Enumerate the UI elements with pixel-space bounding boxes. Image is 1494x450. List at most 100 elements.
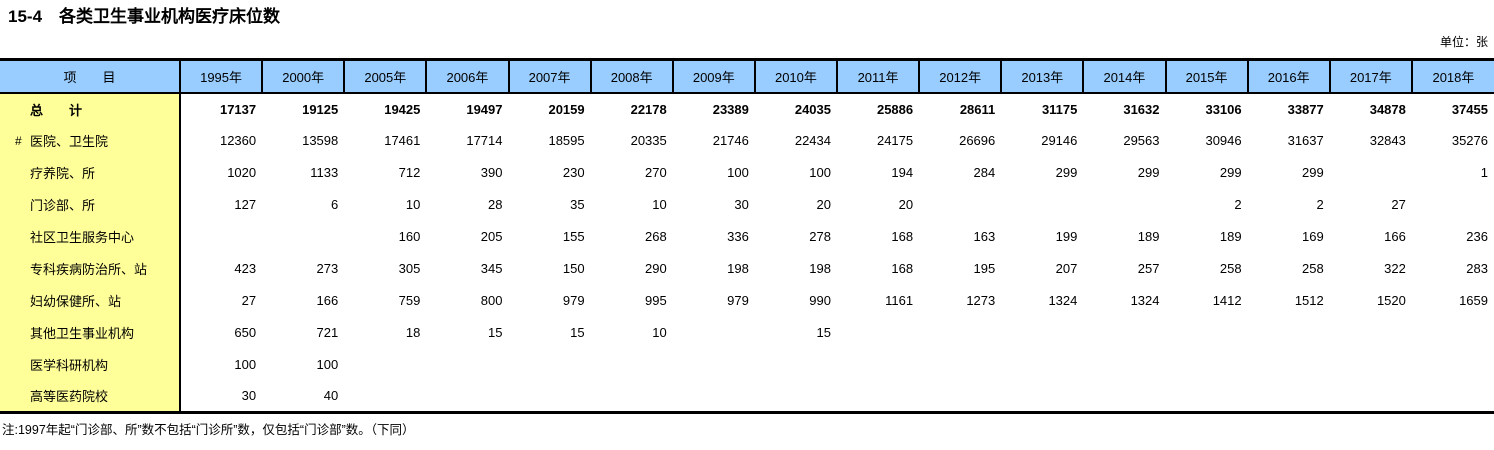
value-cell: 29146 <box>1041 133 1078 148</box>
value-cell <box>919 317 1001 349</box>
page-title: 15-4 各类卫生事业机构医疗床位数 <box>8 7 281 26</box>
value-cell: 198 <box>727 261 749 276</box>
value-cell: 1133 <box>310 165 339 180</box>
value-cell: 19425 <box>384 101 421 117</box>
column-header-year: 2011年 <box>835 59 920 94</box>
row-label-cell: 医学科研机构 <box>0 348 181 381</box>
value-cell: 100 <box>316 357 339 372</box>
value-cell: 100 <box>727 165 749 180</box>
value-cell: 155 <box>562 229 585 244</box>
value-cell: 1412 <box>1212 293 1242 308</box>
column-header-year: 2013年 <box>1000 59 1084 94</box>
value-cell: 17461 <box>384 133 421 148</box>
row-label: 妇幼保健所、站 <box>30 294 122 309</box>
value-cell: 30946 <box>1205 133 1242 148</box>
value-cell: 166 <box>1384 229 1406 244</box>
value-cell: 712 <box>398 165 421 180</box>
table-row: 妇幼保健所、站 27 166 759 800 979 995 979 990 1161 1273 13… <box>0 284 1494 317</box>
stat-table: 项 目 1995年 2000年 2005年 2006年 2007年 2008年 2009年 2… <box>0 58 1494 414</box>
value-cell: 423 <box>234 261 257 276</box>
value-cell: 990 <box>809 293 831 308</box>
value-cell: 995 <box>645 293 667 308</box>
column-header-year: 2010年 <box>753 59 837 94</box>
value-cell: 979 <box>727 293 749 308</box>
value-cell: 26696 <box>959 133 996 148</box>
value-cell: 2 <box>1316 197 1324 212</box>
row-label-cell: 社区卫生服务中心 <box>0 220 181 253</box>
value-cell: 30 <box>734 197 749 212</box>
value-cell: 1324 <box>1048 293 1078 308</box>
value-cell: 1 <box>1480 165 1488 180</box>
value-cell: 19125 <box>302 101 339 117</box>
value-cell: 6 <box>331 197 339 212</box>
value-cell: 299 <box>1219 165 1242 180</box>
value-cell <box>1166 317 1248 349</box>
value-cell: 299 <box>1055 165 1078 180</box>
value-cell: 322 <box>1384 261 1406 276</box>
footnote: 注:1997年起“门诊部、所”数不包括“门诊所”数，仅包括“门诊部”数。（下同） <box>2 423 415 437</box>
value-cell: 31632 <box>1123 101 1160 117</box>
value-cell: 22434 <box>794 133 831 148</box>
value-cell <box>1412 189 1494 221</box>
value-cell: 127 <box>234 197 257 212</box>
value-cell: 15 <box>570 325 585 340</box>
value-cell: 40 <box>323 388 339 404</box>
value-cell: 336 <box>727 229 749 244</box>
table-row: 总 计 17137 19125 19425 19497 20159 22178 23389 24… <box>0 92 1494 125</box>
row-label-cell: 高等医药院校 <box>0 380 181 413</box>
value-cell: 10 <box>652 325 667 340</box>
value-cell <box>1330 381 1412 413</box>
value-cell: 345 <box>480 261 503 276</box>
column-header-year: 2005年 <box>343 59 427 94</box>
value-cell: 33877 <box>1287 101 1324 117</box>
row-label-cell: 专科疾病防治所、站 <box>0 252 181 285</box>
column-header-year: 2018年 <box>1410 59 1494 94</box>
column-header-year: 1995年 <box>178 59 263 94</box>
value-cell: 257 <box>1137 261 1160 276</box>
value-cell <box>919 349 1001 381</box>
value-cell: 163 <box>973 229 996 244</box>
value-cell <box>262 221 344 253</box>
column-header-year: 2009年 <box>671 59 755 94</box>
row-label-cell: 其他卫生事业机构 <box>0 316 181 349</box>
value-cell <box>673 381 755 413</box>
column-header-year: 2000年 <box>261 59 345 94</box>
value-cell: 10 <box>405 197 421 212</box>
value-cell <box>426 349 508 381</box>
value-cell: 650 <box>234 325 257 340</box>
table-row: 专科疾病防治所、站 423 273 305 345 150 290 198 198 168 195 2… <box>0 252 1494 285</box>
row-label-cell: 门诊部、所 <box>0 188 181 221</box>
value-cell: 10 <box>652 197 667 212</box>
value-cell: 305 <box>398 261 421 276</box>
value-cell: 198 <box>809 261 831 276</box>
value-cell <box>1083 189 1165 221</box>
value-cell: 299 <box>1137 165 1160 180</box>
value-cell: 1273 <box>966 293 996 308</box>
value-cell: 17714 <box>466 133 503 148</box>
value-cell <box>1330 349 1412 381</box>
column-header-year: 2012年 <box>918 59 1002 94</box>
row-label-cell: 总 计 <box>0 92 181 125</box>
value-cell <box>1330 157 1412 189</box>
value-cell <box>1083 317 1165 349</box>
table-row: 门诊部、所 127 6 10 28 35 10 30 20 20 2 2 27 <box>0 188 1494 221</box>
value-cell: 195 <box>973 261 996 276</box>
column-header-year: 2017年 <box>1328 59 1412 94</box>
value-cell: 100 <box>809 165 831 180</box>
table-row: # 医院、卫生院 12360 13598 17461 17714 18595 20335 217… <box>0 124 1494 157</box>
row-label: 其他卫生事业机构 <box>30 326 135 341</box>
value-cell: 283 <box>1466 261 1488 276</box>
table-row: 医学科研机构 100 100 <box>0 348 1494 381</box>
row-label: 专科疾病防治所、站 <box>30 262 148 277</box>
value-cell: 284 <box>973 165 996 180</box>
value-cell: 168 <box>891 229 914 244</box>
table-row: 高等医药院校 30 40 <box>0 380 1494 413</box>
value-cell <box>673 317 755 349</box>
value-cell <box>673 349 755 381</box>
column-header-year: 2006年 <box>425 59 509 94</box>
value-cell: 721 <box>316 325 339 340</box>
value-cell: 24035 <box>794 101 831 117</box>
value-cell <box>1412 381 1494 413</box>
row-label-cell: # 医院、卫生院 <box>0 124 181 157</box>
